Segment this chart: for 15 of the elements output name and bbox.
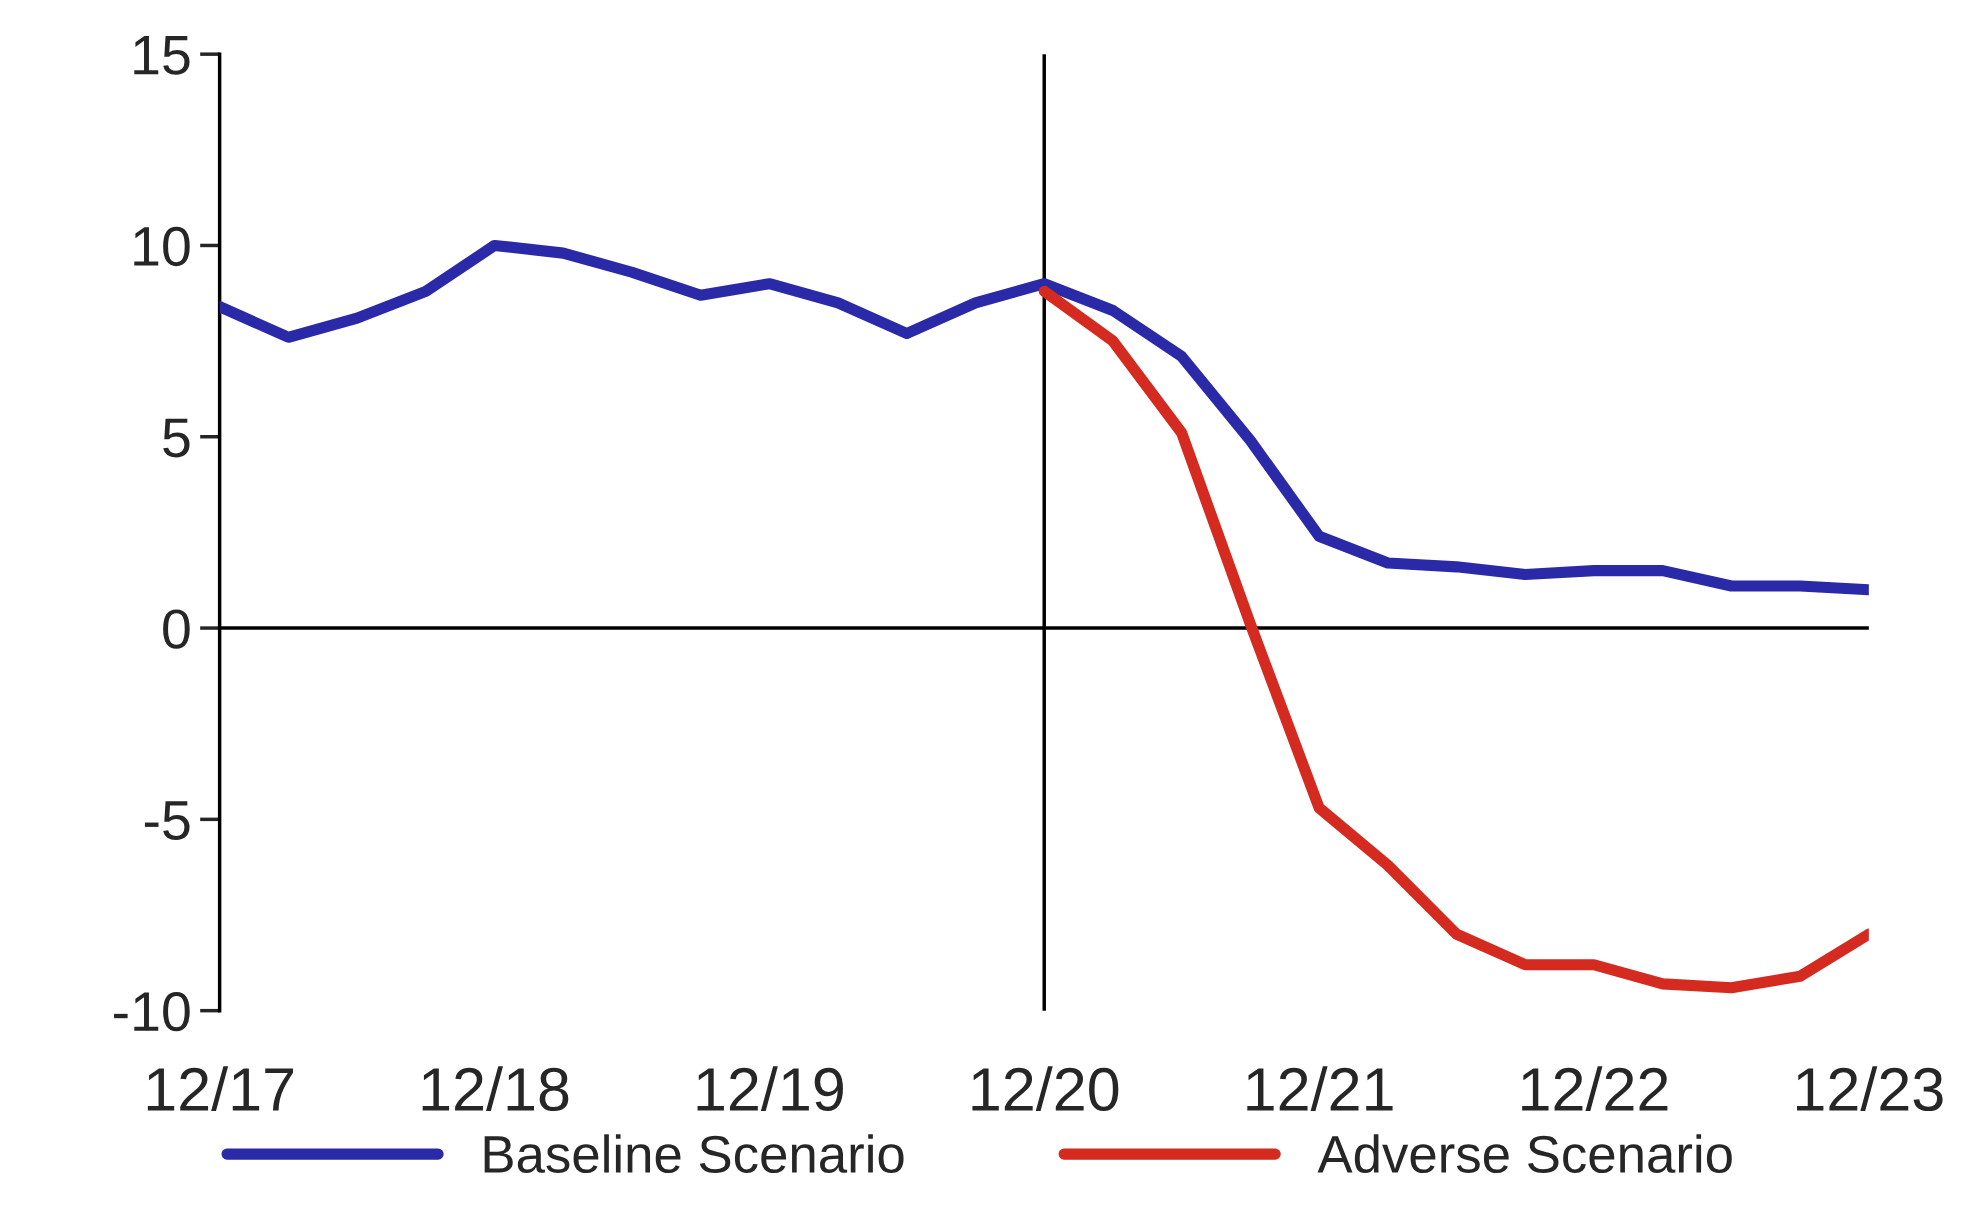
x-tick-label: 12/22: [1522, 1066, 1668, 1112]
x-tick-label: 12/19: [697, 1066, 843, 1112]
legend-label: Adverse Scenario: [1317, 1134, 1732, 1174]
x-tick-label: 12/18: [422, 1066, 569, 1112]
y-tick-label: -10: [114, 991, 190, 1032]
y-tick-label: -5: [144, 801, 190, 841]
y-tick-label: 15: [134, 36, 190, 75]
x-tick-label: 12/23: [1797, 1066, 1943, 1112]
x-tick-label: 12/20: [972, 1066, 1119, 1112]
y-tick-label: 0: [163, 609, 190, 649]
y-tick-label: 5: [163, 418, 190, 458]
x-tick-label: 12/17: [147, 1066, 294, 1112]
y-tick-label: 10: [134, 226, 190, 267]
x-tick-label: 12/21: [1247, 1066, 1393, 1112]
legend-label: Baseline Scenario: [484, 1134, 904, 1174]
